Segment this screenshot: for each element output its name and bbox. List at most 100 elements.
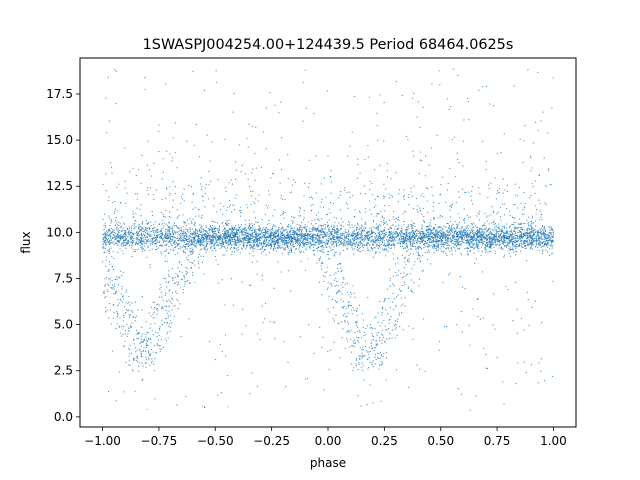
data-point: [520, 317, 522, 320]
data-point: [144, 76, 146, 79]
data-point: [296, 244, 299, 247]
data-point: [514, 183, 516, 185]
data-point: [174, 305, 176, 307]
data-point: [296, 223, 298, 225]
data-point: [426, 231, 429, 234]
data-point: [179, 237, 181, 240]
data-point: [333, 224, 335, 226]
data-point: [410, 187, 412, 189]
data-point: [458, 230, 460, 232]
data-point: [485, 160, 487, 163]
data-point: [460, 311, 463, 313]
data-point: [322, 246, 325, 248]
data-point: [218, 226, 221, 228]
data-point: [389, 280, 391, 282]
data-point: [500, 238, 502, 241]
data-point: [240, 215, 242, 217]
data-point: [179, 248, 181, 250]
data-point: [530, 234, 532, 236]
data-point: [543, 380, 546, 382]
data-point: [500, 219, 502, 222]
data-point: [508, 253, 510, 255]
data-point: [374, 233, 377, 235]
data-point: [491, 206, 493, 208]
data-point: [158, 296, 160, 298]
data-point: [274, 321, 276, 324]
data-point: [482, 140, 484, 143]
data-point: [390, 228, 392, 230]
data-point: [186, 140, 188, 142]
data-point: [359, 212, 361, 214]
data-point: [102, 183, 104, 186]
data-point: [137, 239, 139, 241]
data-point: [377, 139, 379, 141]
data-point: [104, 297, 106, 299]
data-point: [368, 347, 371, 349]
data-point: [364, 239, 366, 241]
data-point: [454, 247, 456, 249]
data-point: [538, 199, 540, 201]
data-point: [438, 349, 440, 351]
data-point: [361, 349, 363, 351]
data-point: [524, 232, 526, 234]
data-point: [150, 306, 153, 308]
data-point: [492, 210, 495, 212]
data-point: [395, 304, 397, 307]
data-point: [530, 230, 532, 233]
data-point: [104, 248, 107, 250]
data-point: [422, 219, 424, 222]
data-point: [220, 244, 222, 246]
data-point: [411, 220, 413, 222]
data-point: [124, 239, 126, 241]
data-point: [142, 233, 145, 235]
data-point: [390, 315, 392, 318]
data-point: [358, 247, 360, 249]
data-point: [107, 283, 109, 285]
data-point: [379, 242, 381, 244]
data-point: [358, 250, 360, 252]
data-point: [246, 230, 248, 232]
data-point: [178, 215, 180, 217]
data-point: [465, 231, 467, 233]
data-point: [409, 253, 411, 255]
data-point: [202, 255, 205, 257]
data-point: [190, 253, 192, 255]
data-point: [215, 259, 217, 261]
data-point: [151, 360, 153, 362]
data-point: [435, 242, 437, 244]
data-point: [227, 206, 229, 209]
data-point: [252, 168, 254, 170]
data-point: [499, 244, 501, 246]
data-point: [549, 226, 551, 228]
data-point: [376, 243, 378, 245]
data-point: [121, 325, 123, 327]
data-point: [357, 339, 359, 341]
data-point: [487, 228, 489, 230]
data-point: [231, 244, 233, 246]
data-point: [470, 195, 472, 197]
data-point: [398, 288, 400, 290]
data-point: [475, 231, 477, 233]
data-point: [342, 249, 344, 251]
data-point: [525, 372, 527, 374]
data-point: [305, 248, 307, 251]
data-point: [403, 261, 405, 263]
data-point: [200, 177, 202, 179]
data-point: [551, 107, 553, 109]
data-point: [250, 233, 252, 235]
data-point: [346, 331, 348, 333]
data-point: [247, 207, 249, 209]
data-point: [246, 245, 248, 247]
data-point: [160, 211, 163, 214]
data-point: [539, 244, 541, 246]
data-point: [140, 239, 142, 242]
data-point: [466, 241, 468, 243]
data-point: [330, 250, 332, 252]
data-point: [241, 234, 243, 236]
data-point: [379, 237, 381, 240]
data-point: [523, 329, 525, 331]
data-point: [356, 320, 358, 322]
data-point: [487, 237, 490, 239]
data-point: [309, 242, 312, 245]
data-point: [493, 230, 495, 232]
